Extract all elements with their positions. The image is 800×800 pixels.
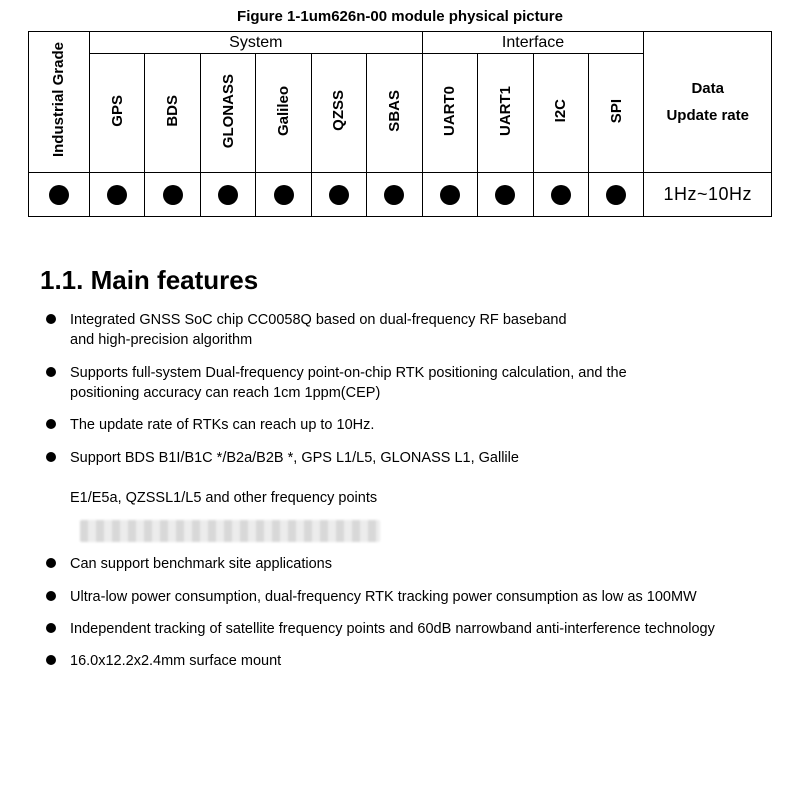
col-i2c: I2C: [533, 54, 588, 173]
dot-glonass: [200, 173, 255, 217]
dot-row: 1Hz~10Hz: [29, 173, 772, 217]
dot-sbas: [367, 173, 423, 217]
col-gps: GPS: [89, 54, 144, 173]
redacted-line: [80, 520, 380, 542]
feature-item: Integrated GNSS SoC chip CC0058Q based o…: [40, 310, 580, 351]
data-rate-label-2: Update rate: [644, 102, 771, 129]
col-spi: SPI: [588, 54, 643, 173]
feature-item: Can support benchmark site applications: [40, 554, 760, 574]
dot-icon: [49, 185, 69, 205]
spec-table: Industrial Grade System Interface Data U…: [28, 31, 772, 217]
col-uart1: UART1: [478, 54, 533, 173]
spec-table-wrap: Industrial Grade System Interface Data U…: [28, 31, 772, 217]
dot-icon: [440, 185, 460, 205]
col-industrial-grade: Industrial Grade: [29, 32, 90, 173]
data-rate-value: 1Hz~10Hz: [644, 173, 772, 217]
features-section: 1.1. Main features Integrated GNSS SoC c…: [40, 265, 760, 672]
col-qzss: QZSS: [311, 54, 366, 173]
label-sbas: SBAS: [384, 80, 405, 142]
feature-item: The update rate of RTKs can reach up to …: [40, 415, 760, 435]
dot-icon: [495, 185, 515, 205]
col-glonass: GLONASS: [200, 54, 255, 173]
header-row-1: Industrial Grade System Interface Data U…: [29, 32, 772, 54]
data-rate-label-1: Data: [644, 75, 771, 102]
dot-i2c: [533, 173, 588, 217]
dot-icon: [163, 185, 183, 205]
feature-item: Supports full-system Dual-frequency poin…: [40, 363, 680, 404]
dot-industrial: [29, 173, 90, 217]
features-list-2: Can support benchmark site applications …: [40, 554, 760, 671]
dot-uart1: [478, 173, 533, 217]
label-uart1: UART1: [495, 76, 516, 146]
dot-icon: [107, 185, 127, 205]
label-galileo: Galileo: [273, 76, 294, 146]
feature-item: 16.0x12.2x2.4mm surface mount: [40, 651, 760, 671]
label-gps: GPS: [107, 85, 128, 137]
dot-uart0: [422, 173, 477, 217]
dot-qzss: [311, 173, 366, 217]
figure-title: Figure 1-1um626n-00 module physical pict…: [0, 0, 800, 31]
label-i2c: I2C: [550, 89, 571, 132]
dot-icon: [329, 185, 349, 205]
label-industrial-grade: Industrial Grade: [48, 32, 69, 167]
dot-gps: [89, 173, 144, 217]
dot-icon: [606, 185, 626, 205]
dot-bds: [145, 173, 200, 217]
label-bds: BDS: [162, 85, 183, 137]
dot-icon: [384, 185, 404, 205]
group-system: System: [89, 32, 422, 54]
label-qzss: QZSS: [328, 80, 349, 141]
dot-icon: [551, 185, 571, 205]
label-uart0: UART0: [439, 76, 460, 146]
dot-galileo: [256, 173, 311, 217]
col-sbas: SBAS: [367, 54, 423, 173]
label-glonass: GLONASS: [218, 64, 239, 158]
features-heading: 1.1. Main features: [40, 265, 760, 296]
col-galileo: Galileo: [256, 54, 311, 173]
col-uart0: UART0: [422, 54, 477, 173]
col-bds: BDS: [145, 54, 200, 173]
dot-spi: [588, 173, 643, 217]
label-spi: SPI: [606, 89, 627, 133]
group-interface: Interface: [422, 32, 644, 54]
col-data-update-rate: Data Update rate: [644, 32, 772, 173]
dot-icon: [274, 185, 294, 205]
feature-item: Ultra-low power consumption, dual-freque…: [40, 587, 760, 607]
feature-item: Support BDS B1I/B1C */B2a/B2B *, GPS L1/…: [40, 448, 760, 509]
features-list: Integrated GNSS SoC chip CC0058Q based o…: [40, 310, 760, 508]
dot-icon: [218, 185, 238, 205]
feature-item: Independent tracking of satellite freque…: [40, 619, 760, 639]
